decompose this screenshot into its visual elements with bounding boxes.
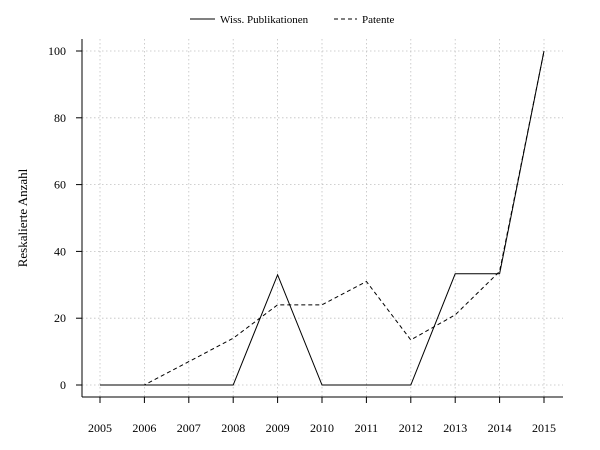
axes — [81, 39, 563, 398]
grid-lines — [82, 39, 563, 397]
x-tick-label: 2009 — [266, 421, 290, 435]
x-tick-label: 2007 — [177, 421, 201, 435]
legend: Wiss. Publikationen Patente — [190, 14, 394, 26]
legend-label-patente: Patente — [362, 14, 394, 26]
y-tick-label: 60 — [54, 178, 66, 192]
x-tick-label: 2011 — [355, 421, 379, 435]
series-line-patente — [100, 50, 545, 386]
y-tick-label: 40 — [54, 244, 66, 258]
x-tick-label: 2015 — [532, 421, 556, 435]
y-tick-label: 0 — [60, 378, 66, 392]
y-axis-ticks: 0 20 40 60 80 100 — [48, 44, 82, 392]
y-tick-label: 100 — [48, 44, 66, 58]
x-axis-ticks: 2005 2006 2007 2008 2009 2010 2011 2012 2013 2014… — [88, 397, 556, 435]
x-tick-label: 2006 — [132, 421, 156, 435]
series — [100, 50, 545, 386]
x-tick-label: 2008 — [221, 421, 245, 435]
x-tick-label: 2013 — [443, 421, 467, 435]
x-tick-label: 2012 — [399, 421, 423, 435]
y-tick-label: 80 — [54, 111, 66, 125]
y-axis-title: Reskalierte Anzahl — [15, 168, 30, 267]
series-line-wiss-publikationen — [100, 50, 545, 386]
y-tick-label: 20 — [54, 311, 66, 325]
x-tick-label: 2005 — [88, 421, 112, 435]
x-tick-label: 2014 — [488, 421, 512, 435]
legend-label-wiss-publikationen: Wiss. Publikationen — [220, 14, 309, 26]
x-tick-label: 2010 — [310, 421, 334, 435]
